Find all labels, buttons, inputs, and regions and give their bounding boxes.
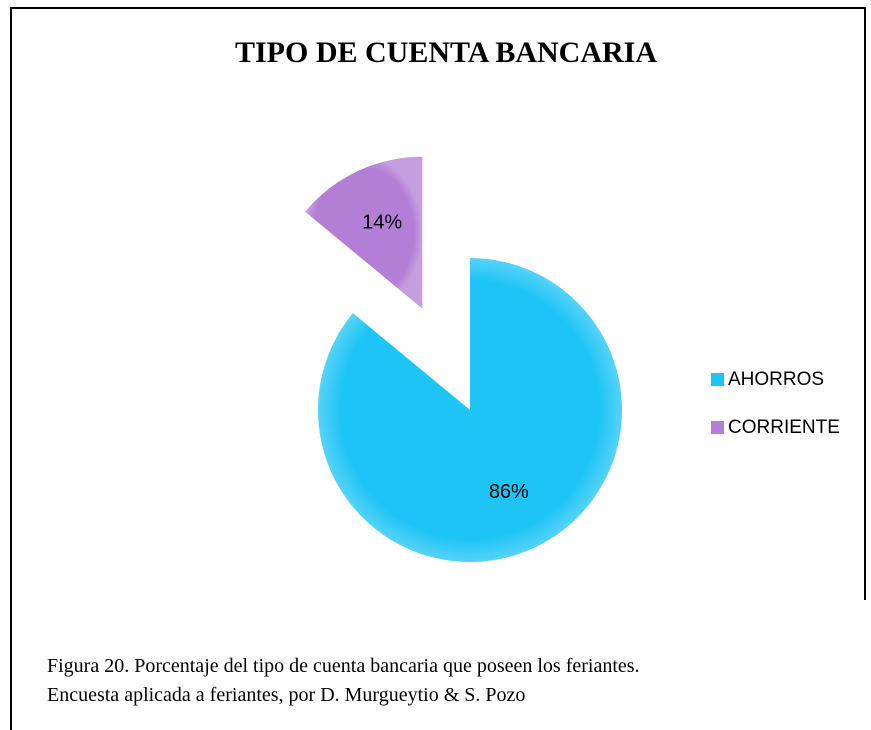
data-label: 86% — [489, 481, 529, 503]
legend-swatch — [711, 373, 724, 386]
pie-slice — [317, 258, 622, 563]
legend-swatch — [711, 421, 724, 434]
caption-line: Encuesta aplicada a feriantes, por D. Mu… — [47, 684, 525, 706]
data-label: 14% — [362, 212, 402, 234]
legend-label: CORRIENTE — [728, 417, 840, 438]
legend-label: AHORROS — [728, 369, 824, 390]
chart-title: TIPO DE CUENTA BANCARIA — [235, 36, 657, 69]
pie-slice — [305, 156, 423, 309]
caption-line: Figura 20. Porcentaje del tipo de cuenta… — [47, 655, 640, 677]
